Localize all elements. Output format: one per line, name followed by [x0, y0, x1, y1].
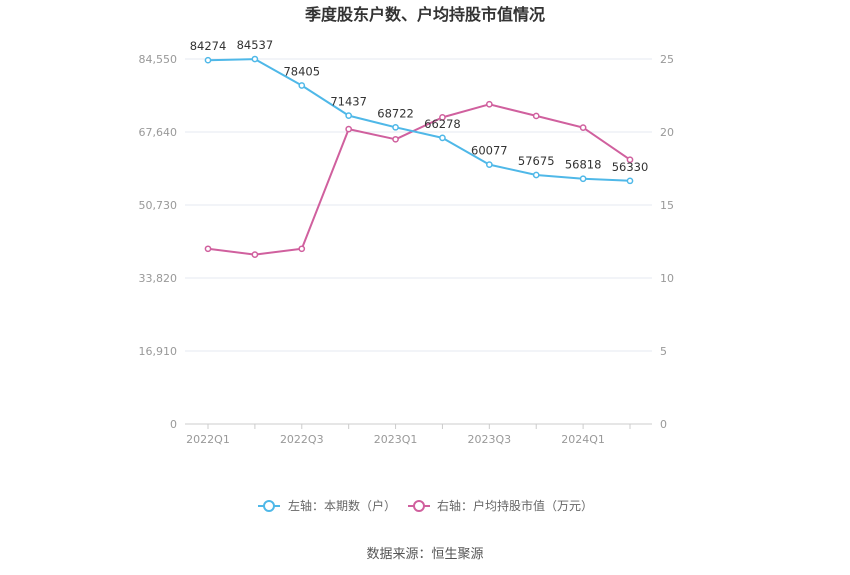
- series-layer: [204, 55, 634, 258]
- data-label: 78405: [283, 65, 320, 79]
- point-avg-value: [392, 135, 399, 143]
- left-tick-label: 50,730: [139, 199, 178, 212]
- x-tick-label: 2024Q1: [561, 433, 605, 446]
- x-tick-label: 2022Q3: [280, 433, 324, 446]
- point-households: [532, 171, 540, 179]
- left-tick-label: 16,910: [139, 345, 178, 358]
- point-avg-value: [345, 125, 353, 133]
- left-tick-label: 0: [170, 418, 177, 431]
- left-tick-label: 84,550: [139, 53, 178, 66]
- left-tick-label: 67,640: [139, 126, 178, 139]
- series-line-households: [207, 58, 631, 182]
- point-households: [392, 123, 399, 131]
- right-axis: 0 5 10 15 20 25: [660, 53, 674, 431]
- legend-item-right[interactable]: 右轴：户均持股市值（万元）: [408, 498, 593, 513]
- series-line-avg-value: [207, 103, 631, 256]
- point-avg-value: [626, 156, 634, 164]
- point-avg-value: [532, 112, 540, 120]
- point-households: [345, 112, 353, 119]
- data-label: 84537: [237, 38, 274, 52]
- point-avg-value: [439, 114, 446, 121]
- data-labels: 84274 84537 78405 71437 68722 66278 60077 57675…: [190, 38, 649, 174]
- right-tick-label: 15: [660, 199, 674, 212]
- chart-title: 季度股东户数、户均持股市值情况: [304, 5, 545, 24]
- data-label: 60077: [471, 144, 508, 158]
- right-tick-label: 10: [660, 272, 674, 285]
- data-label: 56330: [612, 160, 649, 174]
- point-avg-value: [298, 245, 306, 253]
- point-avg-value: [251, 251, 259, 258]
- legend-marker-right: [413, 500, 425, 512]
- data-label: 68722: [377, 106, 414, 120]
- right-tick-label: 25: [660, 53, 674, 66]
- point-households: [439, 134, 446, 142]
- legend-marker-left: [263, 500, 275, 512]
- point-households: [485, 161, 493, 168]
- data-label: 71437: [330, 95, 367, 109]
- right-tick-label: 0: [660, 418, 667, 431]
- left-axis: 0 16,910 33,820 50,730 67,640 84,550: [139, 53, 178, 431]
- right-tick-label: 20: [660, 126, 674, 139]
- legend-item-left[interactable]: 左轴：本期数（户）: [258, 498, 396, 513]
- x-axis: 2022Q1 2022Q3 2023Q1 2023Q3 2024Q1: [186, 424, 631, 446]
- legend: 左轴：本期数（户） 右轴：户均持股市值（万元）: [258, 498, 593, 513]
- legend-label-left: 左轴：本期数（户）: [288, 498, 396, 513]
- data-label: 84274: [190, 39, 227, 53]
- legend-label-right: 右轴：户均持股市值（万元）: [437, 498, 593, 513]
- point-avg-value: [485, 100, 493, 108]
- point-households: [626, 177, 634, 185]
- point-avg-value: [579, 124, 587, 131]
- data-label: 57675: [518, 154, 555, 168]
- point-avg-value: [204, 245, 212, 253]
- data-label: 56818: [565, 158, 602, 172]
- right-tick-label: 5: [660, 345, 667, 358]
- point-households: [579, 175, 587, 183]
- left-tick-label: 33,820: [139, 272, 178, 285]
- source-note: 数据来源：恒生聚源: [366, 547, 483, 562]
- point-households: [298, 82, 306, 89]
- x-tick-label: 2023Q1: [374, 433, 418, 446]
- x-tick-label: 2023Q3: [468, 433, 512, 446]
- grid: [185, 58, 652, 425]
- data-label: 66278: [424, 117, 461, 131]
- x-tick-label: 2022Q1: [186, 433, 230, 446]
- point-households: [251, 55, 259, 63]
- point-households: [204, 56, 212, 64]
